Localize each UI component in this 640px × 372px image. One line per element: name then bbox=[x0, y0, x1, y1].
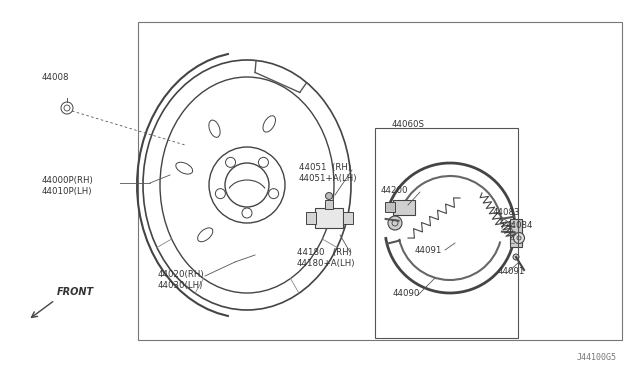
Text: 44090: 44090 bbox=[393, 289, 420, 298]
Text: 44000P(RH): 44000P(RH) bbox=[42, 176, 93, 185]
Text: 44051+A(LH): 44051+A(LH) bbox=[299, 174, 358, 183]
Text: 44084: 44084 bbox=[506, 221, 534, 230]
Bar bbox=[375, 128, 518, 338]
Bar bbox=[325, 200, 333, 209]
Bar bbox=[393, 200, 415, 215]
Text: 44020(RH): 44020(RH) bbox=[158, 270, 205, 279]
Bar bbox=[385, 202, 395, 212]
Circle shape bbox=[388, 216, 402, 230]
Text: 44091: 44091 bbox=[415, 246, 442, 255]
Text: 44180   (RH): 44180 (RH) bbox=[297, 248, 352, 257]
Circle shape bbox=[513, 254, 519, 260]
Text: 44030(LH): 44030(LH) bbox=[158, 281, 204, 290]
Text: 44051  (RH): 44051 (RH) bbox=[299, 163, 351, 172]
Text: 44083: 44083 bbox=[493, 208, 520, 217]
Bar bbox=[138, 22, 622, 340]
Text: 44180+A(LH): 44180+A(LH) bbox=[297, 259, 355, 268]
Text: 44008: 44008 bbox=[42, 73, 70, 82]
Text: J44100G5: J44100G5 bbox=[577, 353, 617, 362]
Bar bbox=[510, 219, 522, 247]
Bar bbox=[343, 212, 353, 224]
Text: 44091: 44091 bbox=[498, 267, 525, 276]
Bar bbox=[306, 212, 316, 224]
Text: 44200: 44200 bbox=[381, 186, 408, 195]
Text: 44010P(LH): 44010P(LH) bbox=[42, 187, 93, 196]
Circle shape bbox=[513, 232, 525, 244]
Circle shape bbox=[326, 192, 333, 199]
Bar bbox=[315, 208, 343, 228]
Text: 44060S: 44060S bbox=[392, 120, 425, 129]
Text: FRONT: FRONT bbox=[57, 287, 94, 297]
